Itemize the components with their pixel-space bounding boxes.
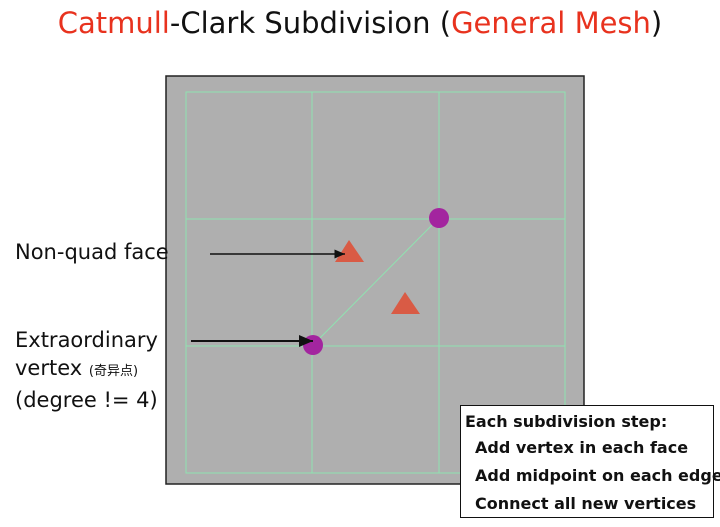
step-item: Connect all new vertices [475, 494, 697, 513]
title-catmull: Catmull [57, 6, 170, 40]
extraordinary-vertex [303, 335, 323, 355]
face-marker-triangle [391, 292, 420, 314]
step-item: Add midpoint on each edge [475, 466, 720, 485]
title-close: ) [650, 6, 663, 40]
extraordinary-line3: (degree != 4) [15, 388, 158, 412]
extraordinary-line2: vertex [15, 356, 83, 380]
title-general-mesh: General Mesh [451, 6, 651, 40]
steps-box: Each subdivision step: Add vertex in eac… [460, 405, 720, 518]
extraordinary-vertex [429, 208, 449, 228]
diagonal-edge [312, 217, 440, 346]
extraordinary-chinese: (奇异点) [88, 364, 139, 379]
extraordinary-label: Extraordinary vertex (奇异点) (degree != 4) [15, 326, 158, 414]
non-quad-face-label: Non-quad face [15, 240, 169, 264]
extraordinary-line1: Extraordinary [15, 328, 158, 352]
mesh-grid [185, 91, 566, 474]
step-item: Add vertex in each face [475, 438, 689, 457]
title-main: -Clark Subdivision ( [169, 6, 452, 40]
steps-heading: Each subdivision step: [465, 412, 668, 431]
slide-title: Catmull-Clark Subdivision (General Mesh) [0, 6, 720, 40]
